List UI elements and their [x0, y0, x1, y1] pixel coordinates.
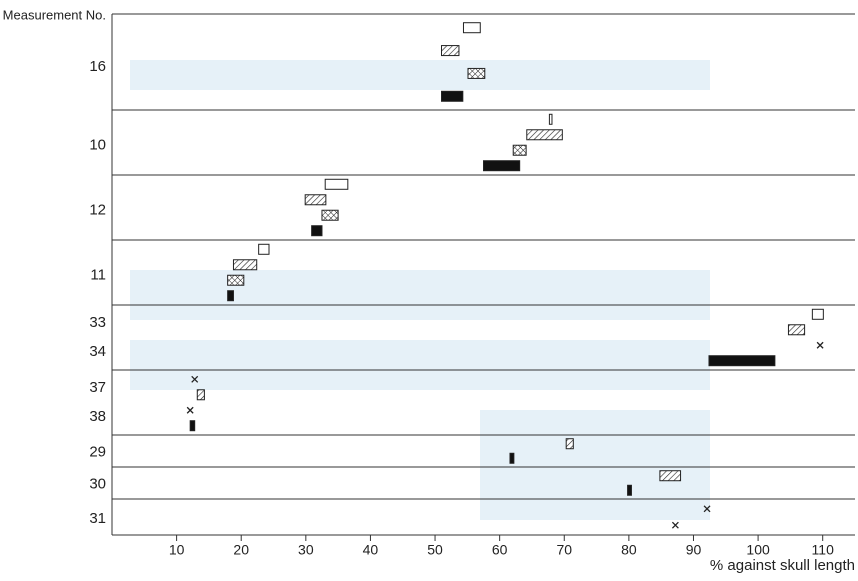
x-tick-label: 80	[621, 542, 637, 558]
y-axis-title: Measurement No.	[3, 7, 106, 22]
range-bar	[484, 161, 520, 171]
range-bar	[197, 390, 204, 400]
x-tick-label: 100	[746, 542, 770, 558]
range-bar	[628, 485, 632, 495]
row-label: 11	[90, 267, 106, 284]
range-bar	[788, 325, 804, 335]
x-tick-label: 30	[298, 542, 314, 558]
watermark	[130, 270, 710, 320]
range-bar	[549, 114, 552, 124]
range-bar	[468, 68, 485, 78]
range-bar	[259, 244, 269, 254]
range-bar	[463, 23, 480, 33]
row-label: 30	[89, 476, 106, 493]
range-bar	[513, 145, 526, 155]
row-label: 37	[89, 379, 106, 396]
x-tick-label: 70	[556, 542, 572, 558]
range-bar	[233, 260, 256, 270]
range-bar	[812, 309, 823, 319]
watermark	[480, 410, 710, 520]
watermark	[130, 340, 710, 390]
range-bar	[312, 226, 322, 236]
range-bar	[510, 453, 514, 463]
range-bar	[228, 291, 234, 301]
watermark	[130, 60, 710, 90]
row-label: 10	[89, 137, 106, 154]
x-axis-title: % against skull length	[710, 557, 855, 574]
range-bar	[709, 356, 775, 366]
range-bar	[190, 421, 195, 431]
range-bar	[442, 46, 459, 56]
x-tick-label: 40	[363, 542, 379, 558]
range-bar	[442, 91, 463, 101]
row-label: 16	[89, 58, 106, 75]
x-marker	[187, 407, 193, 413]
x-tick-label: 110	[812, 542, 835, 558]
row-label: 33	[89, 314, 106, 331]
x-tick-label: 50	[427, 542, 443, 558]
range-bar	[660, 471, 681, 481]
x-marker	[672, 522, 678, 528]
range-bar	[228, 275, 244, 285]
range-bar	[325, 179, 348, 189]
row-label: 29	[89, 444, 106, 461]
x-tick-label: 60	[492, 542, 508, 558]
row-label: 34	[89, 343, 106, 360]
chart: Measurement No. % against skull length 1…	[0, 0, 858, 576]
x-marker	[817, 342, 823, 348]
range-bar	[527, 130, 563, 140]
page: Measurement No. % against skull length 1…	[0, 0, 858, 581]
x-tick-label: 10	[169, 542, 185, 558]
x-tick-label: 20	[233, 542, 249, 558]
range-bar	[322, 210, 338, 220]
x-tick-label: 90	[686, 542, 702, 558]
row-label: 31	[89, 510, 106, 527]
range-bar	[566, 439, 573, 449]
range-bar	[305, 195, 326, 205]
row-label: 12	[89, 202, 106, 219]
row-label: 38	[89, 408, 106, 425]
